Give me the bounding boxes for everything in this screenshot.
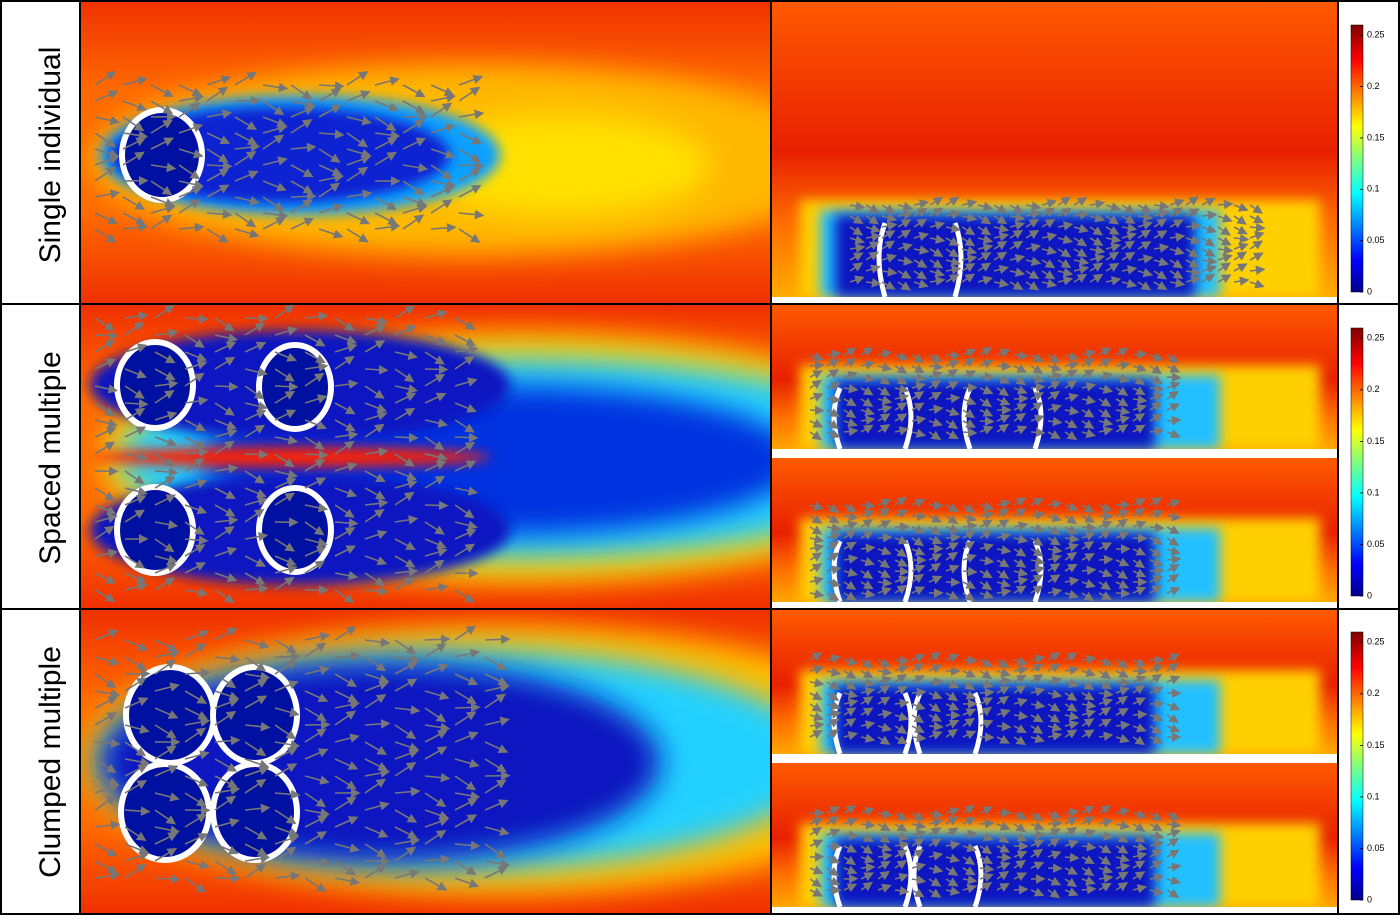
colorbar-tick-label: 0.1 bbox=[1367, 791, 1380, 801]
vector bbox=[215, 386, 237, 387]
vector bbox=[844, 835, 857, 836]
vector bbox=[425, 369, 447, 370]
row-label: Clumped multiple bbox=[34, 646, 67, 878]
row-label: Single individual bbox=[34, 47, 67, 264]
row-labels: Single individual Spaced multiple Clumpe… bbox=[34, 47, 67, 878]
flow-panel bbox=[772, 763, 1338, 913]
vector bbox=[245, 318, 267, 319]
vector bbox=[810, 365, 823, 366]
vector bbox=[1014, 398, 1027, 399]
vector bbox=[275, 386, 297, 387]
ground bbox=[772, 449, 1338, 455]
vector bbox=[946, 582, 959, 583]
vector bbox=[1116, 593, 1129, 594]
flow-panel bbox=[772, 610, 1338, 760]
flow-panel bbox=[772, 458, 1338, 608]
ground bbox=[772, 907, 1338, 913]
row-label: Spaced multiple bbox=[34, 351, 67, 564]
panel-body bbox=[772, 458, 1338, 608]
vector bbox=[459, 165, 483, 166]
vector bbox=[929, 505, 942, 506]
colorbar bbox=[1351, 25, 1363, 292]
vector bbox=[395, 437, 417, 438]
vector bbox=[997, 366, 1010, 367]
colorbar-tick-label: 0 bbox=[1367, 590, 1372, 600]
vector bbox=[861, 505, 874, 506]
vector bbox=[878, 537, 891, 538]
colorbar-tick-label: 0.15 bbox=[1367, 436, 1385, 446]
vector bbox=[485, 639, 509, 640]
colorbar-tick-label: 0.1 bbox=[1367, 184, 1380, 194]
vector bbox=[1167, 377, 1180, 378]
vector bbox=[1014, 889, 1027, 890]
vector bbox=[455, 707, 479, 708]
colorbar-tick-label: 0.05 bbox=[1367, 539, 1385, 549]
vector bbox=[403, 116, 427, 117]
vector bbox=[425, 505, 447, 506]
colorbar-tick-label: 0.05 bbox=[1367, 235, 1385, 245]
colorbar-tick-label: 0.05 bbox=[1367, 843, 1385, 853]
colorbar-tick-label: 0.2 bbox=[1367, 81, 1380, 91]
colorbar bbox=[1351, 328, 1363, 596]
colorbar-tick-label: 0.25 bbox=[1367, 30, 1385, 40]
vector bbox=[912, 692, 925, 693]
vector bbox=[455, 437, 477, 438]
vector bbox=[980, 692, 993, 693]
vector bbox=[929, 726, 942, 727]
vector bbox=[997, 726, 1010, 727]
colorbar-tick-label: 0.15 bbox=[1367, 132, 1385, 142]
flow-panel bbox=[80, 0, 850, 303]
wake bbox=[835, 685, 1155, 754]
vector bbox=[861, 867, 874, 868]
panel-body bbox=[772, 763, 1338, 913]
vector bbox=[275, 656, 299, 657]
vector bbox=[245, 454, 267, 455]
vector bbox=[1150, 570, 1163, 571]
vector bbox=[895, 571, 908, 572]
ground bbox=[772, 297, 1338, 303]
vector bbox=[1099, 559, 1112, 560]
vector bbox=[980, 421, 993, 422]
panel-body bbox=[772, 305, 1338, 455]
vector bbox=[810, 410, 823, 411]
colorbar-tick-label: 0.15 bbox=[1367, 740, 1385, 750]
vector bbox=[1048, 823, 1061, 824]
colorbar-tick-label: 0.2 bbox=[1367, 688, 1380, 698]
colorbar-tick-label: 0.25 bbox=[1367, 637, 1385, 647]
vector bbox=[946, 355, 959, 356]
vector bbox=[1065, 857, 1078, 858]
side-panels bbox=[772, 0, 1338, 913]
panel-body bbox=[772, 610, 1338, 760]
colorbar bbox=[1351, 632, 1363, 900]
colorbar-tick-label: 0.25 bbox=[1367, 333, 1385, 343]
vector bbox=[1031, 432, 1044, 433]
vector bbox=[425, 639, 449, 640]
vector bbox=[291, 196, 315, 197]
flow-panel bbox=[772, 305, 1338, 455]
vector bbox=[1150, 527, 1163, 528]
colorbar-tick-label: 0 bbox=[1367, 894, 1372, 904]
vector bbox=[963, 660, 976, 661]
vector bbox=[963, 387, 976, 388]
vector bbox=[215, 878, 239, 879]
colorbar-tick-label: 0.2 bbox=[1367, 384, 1380, 394]
vector bbox=[1133, 714, 1146, 715]
vector bbox=[980, 823, 993, 824]
vector bbox=[997, 857, 1010, 858]
colorbar-tick-label: 0 bbox=[1367, 286, 1372, 296]
vector bbox=[95, 335, 117, 336]
vector bbox=[1082, 527, 1095, 528]
vector bbox=[1116, 682, 1129, 683]
ground bbox=[772, 754, 1338, 760]
vector bbox=[1167, 420, 1180, 421]
colorbar-tick-label: 0.1 bbox=[1367, 487, 1380, 497]
ground bbox=[772, 602, 1338, 608]
colorbars: 0 0.05 0.1 0.15 0.2 0.25 0 0.05 0.1 0.15 0.2 0.25 0 0… bbox=[1351, 25, 1385, 904]
vector bbox=[946, 537, 959, 538]
